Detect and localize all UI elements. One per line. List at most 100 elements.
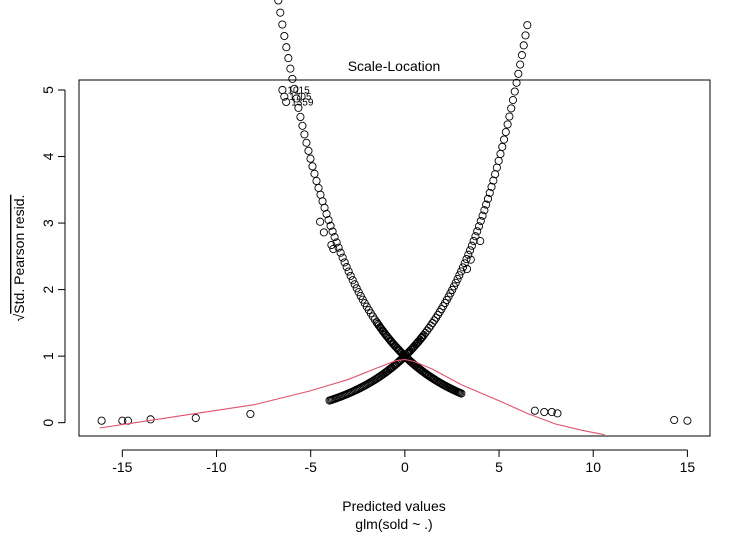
- data-point: [505, 112, 514, 121]
- data-point: [547, 407, 556, 417]
- data-point: [474, 222, 484, 231]
- data-point: [282, 43, 291, 52]
- data-point: [519, 41, 528, 50]
- x-tick-label: -10: [206, 459, 226, 475]
- data-point: [280, 92, 289, 101]
- data-point: [466, 246, 475, 255]
- data-point: [464, 250, 473, 259]
- data-point: [298, 121, 307, 130]
- y-axis: 0 1 2 3 4 5: [40, 86, 66, 427]
- data-point: [322, 209, 331, 218]
- data-point: [467, 241, 476, 250]
- data-point: [338, 253, 347, 262]
- y-tick-label: 3: [40, 219, 56, 227]
- data-point: [380, 329, 389, 338]
- svg-text:√Std. Pearson resid.: √Std. Pearson resid.: [11, 195, 27, 322]
- data-point: [429, 374, 438, 383]
- data-point: [476, 216, 485, 226]
- data-point: [494, 156, 503, 165]
- data-point: [462, 264, 472, 274]
- data-point: [294, 103, 303, 112]
- data-point: [482, 200, 491, 209]
- data-point: [326, 221, 335, 230]
- data-point: [316, 217, 325, 226]
- data-point: [320, 203, 329, 212]
- data-point: [498, 142, 507, 151]
- data-point: [476, 236, 485, 246]
- data-point: [419, 367, 428, 376]
- data-point: [374, 321, 383, 330]
- data-point: [530, 406, 539, 415]
- data-point: [300, 130, 309, 139]
- data-point: [274, 0, 283, 5]
- point-label: 1359: [291, 97, 314, 108]
- x-axis: -15 -10 -5 0 5 10 15: [112, 449, 695, 475]
- data-point: [426, 321, 435, 330]
- data-point: [388, 339, 397, 348]
- y-tick-label: 0: [40, 419, 56, 427]
- data-point: [329, 244, 338, 254]
- data-point: [492, 163, 501, 172]
- point-label: 1705: [289, 92, 312, 103]
- x-axis-title: Predicted values: [342, 498, 446, 514]
- y-axis-title: √Std. Pearson resid.: [11, 195, 27, 322]
- data-point: [276, 8, 285, 17]
- data-point: [496, 149, 505, 159]
- data-point: [516, 60, 525, 69]
- y-axis-title-radicand: Std. Pearson resid.: [11, 195, 27, 314]
- data-point: [280, 31, 289, 41]
- y-tick-label: 1: [40, 352, 56, 360]
- data-point: [342, 262, 351, 272]
- data-point: [471, 232, 480, 241]
- data-point: [423, 370, 432, 379]
- data-point: [146, 415, 155, 424]
- data-point: [451, 278, 460, 287]
- data-point: [278, 85, 287, 95]
- data-point: [191, 413, 200, 423]
- x-tick-label: 5: [495, 459, 503, 475]
- data-point: [308, 162, 317, 171]
- data-point: [453, 275, 462, 284]
- data-point: [302, 138, 311, 147]
- data-point: [350, 280, 359, 289]
- data-points: [97, 0, 692, 425]
- data-point: [348, 276, 357, 285]
- data-point: [510, 87, 519, 96]
- data-point: [394, 346, 403, 355]
- data-point: [455, 271, 464, 280]
- data-point: [334, 243, 343, 252]
- x-tick-label: -5: [304, 459, 317, 475]
- data-point: [478, 211, 487, 220]
- data-point: [384, 334, 393, 343]
- x-axis-subtitle: glm(sold ~ .): [355, 516, 432, 532]
- data-point: [123, 416, 133, 425]
- smoother-line: [99, 358, 605, 436]
- data-point: [425, 371, 434, 381]
- data-point: [512, 78, 521, 87]
- data-point: [390, 341, 399, 350]
- data-point: [523, 21, 532, 30]
- data-point: [553, 409, 562, 418]
- data-point: [296, 112, 305, 122]
- data-point: [670, 415, 679, 425]
- data-point: [304, 146, 313, 155]
- data-point: [324, 215, 333, 225]
- data-point: [458, 263, 467, 272]
- data-point: [483, 194, 493, 203]
- data-point: [508, 96, 518, 105]
- data-point: [514, 69, 523, 78]
- data-point: [466, 255, 475, 264]
- data-point: [382, 332, 391, 341]
- x-tick-label: 10: [585, 459, 601, 475]
- data-point: [278, 20, 287, 29]
- data-point: [286, 64, 295, 73]
- data-point: [499, 135, 509, 144]
- data-point: [521, 31, 530, 40]
- data-point: [507, 104, 516, 113]
- data-point: [354, 288, 363, 297]
- x-tick-label: 0: [401, 459, 409, 475]
- data-point: [414, 364, 424, 373]
- data-point: [314, 183, 323, 192]
- data-point: [288, 74, 297, 83]
